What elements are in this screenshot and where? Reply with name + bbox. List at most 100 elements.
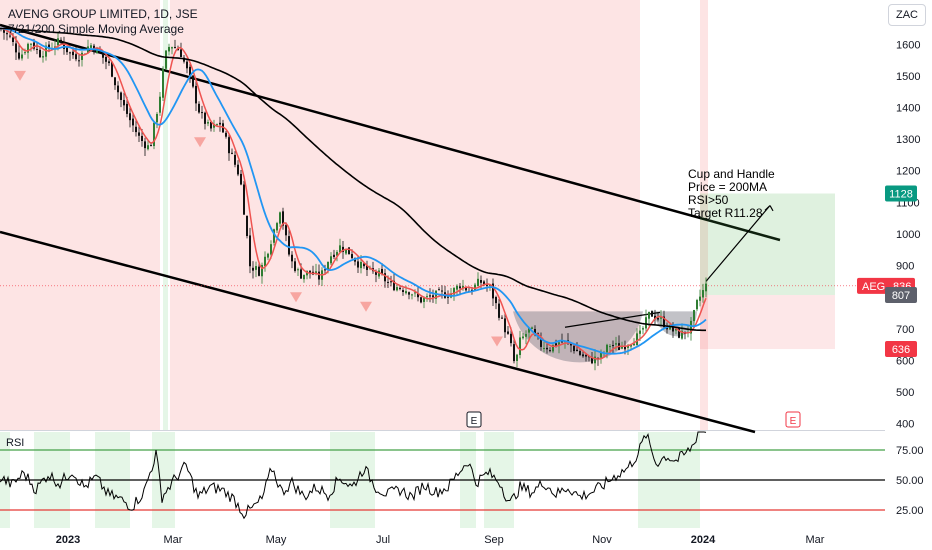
- candle-body: [102, 52, 104, 58]
- candle-body: [315, 271, 317, 274]
- candle-body: [501, 317, 503, 319]
- candle-body: [219, 122, 221, 125]
- candle-body: [615, 343, 617, 345]
- candle-body: [417, 293, 419, 298]
- candle-body: [240, 173, 242, 185]
- candle-body: [528, 327, 530, 333]
- candle-body: [303, 274, 305, 280]
- x-tick-label: Mar: [164, 534, 183, 546]
- candle-body: [630, 344, 632, 347]
- candle-body: [408, 292, 410, 295]
- rsi-label: RSI: [6, 437, 24, 449]
- candle-body: [192, 75, 194, 87]
- candle-body: [576, 349, 578, 352]
- candle-body: [531, 327, 533, 329]
- candle-body: [324, 269, 326, 271]
- candle-body: [147, 145, 149, 150]
- candle-body: [426, 296, 428, 298]
- candle-body: [327, 261, 329, 270]
- ma200-line: [0, 27, 706, 332]
- y-tick-label: 600: [896, 355, 914, 367]
- candle-body: [549, 350, 551, 352]
- candle-body: [333, 254, 335, 258]
- candle-body: [63, 42, 65, 49]
- candle-body: [282, 211, 284, 226]
- candle-body: [204, 112, 206, 124]
- candle-body: [546, 347, 548, 350]
- candle-body: [261, 264, 263, 277]
- candle-body: [144, 141, 146, 149]
- candle-body: [54, 46, 56, 48]
- candle-body: [255, 266, 257, 270]
- earnings-marker: [785, 411, 801, 428]
- candle-body: [288, 236, 290, 255]
- x-tick-label: Jul: [376, 534, 390, 546]
- candle-body: [183, 57, 185, 62]
- candle-body: [30, 43, 32, 45]
- earnings-marker-label: E: [790, 416, 797, 427]
- x-tick-label: Mar: [806, 534, 825, 546]
- candle-body: [507, 331, 509, 334]
- candle-body: [558, 342, 560, 346]
- candle-body: [705, 283, 707, 292]
- candle-body: [429, 295, 431, 297]
- candle-body: [393, 280, 395, 291]
- candle-body: [201, 112, 203, 114]
- candle-body: [159, 96, 161, 113]
- candle-body: [498, 303, 500, 318]
- candle-body: [516, 354, 518, 361]
- candle-body: [120, 92, 122, 100]
- candle-body: [108, 61, 110, 64]
- candle-body: [237, 164, 239, 175]
- candle-body: [513, 344, 515, 362]
- candle-body: [699, 296, 701, 301]
- x-tick-label: 2023: [56, 534, 80, 546]
- candle-body: [642, 328, 644, 330]
- candle-body: [414, 292, 416, 294]
- candle-body: [519, 337, 521, 356]
- candle-body: [345, 248, 347, 254]
- candle-body: [138, 132, 140, 136]
- candle-body: [114, 77, 116, 86]
- candle-body: [336, 251, 338, 256]
- candle-body: [570, 343, 572, 346]
- candle-body: [387, 281, 389, 283]
- candle-body: [396, 287, 398, 291]
- candle-body: [360, 261, 362, 269]
- candle-body: [375, 272, 377, 275]
- x-tick-label: May: [266, 534, 287, 546]
- price-tag: [885, 185, 917, 202]
- candle-body: [339, 245, 341, 253]
- candle-body: [294, 261, 296, 271]
- candle-body: [60, 39, 62, 42]
- sell-signal-triangle: [290, 292, 302, 303]
- annotation-line: RSI>50: [688, 193, 729, 207]
- candle-body: [696, 300, 698, 310]
- candle-body: [591, 357, 593, 364]
- candle-body: [225, 132, 227, 137]
- candle-body: [681, 330, 683, 339]
- candle-body: [135, 126, 137, 133]
- candle-body: [582, 354, 584, 357]
- candle-body: [639, 330, 641, 334]
- candle-body: [390, 281, 392, 283]
- candle-body: [366, 265, 368, 270]
- target-profit-box: [700, 193, 835, 295]
- candle-body: [504, 318, 506, 333]
- candle-body: [381, 268, 383, 274]
- candle-body: [309, 270, 311, 273]
- ma21-line: [0, 27, 707, 355]
- bg-red-zone-1: [170, 0, 640, 430]
- candle-body: [384, 273, 386, 282]
- currency-button[interactable]: ZAC: [888, 4, 926, 26]
- candle-body: [117, 85, 119, 93]
- candle-body: [291, 254, 293, 262]
- rsi-level-label: 50.00: [896, 475, 924, 487]
- candle-body: [702, 290, 704, 298]
- candle-body: [405, 291, 407, 294]
- candle-body: [636, 333, 638, 346]
- candle-body: [12, 37, 14, 43]
- annotation-line: Price = 200MA: [688, 180, 767, 194]
- candle-body: [264, 256, 266, 267]
